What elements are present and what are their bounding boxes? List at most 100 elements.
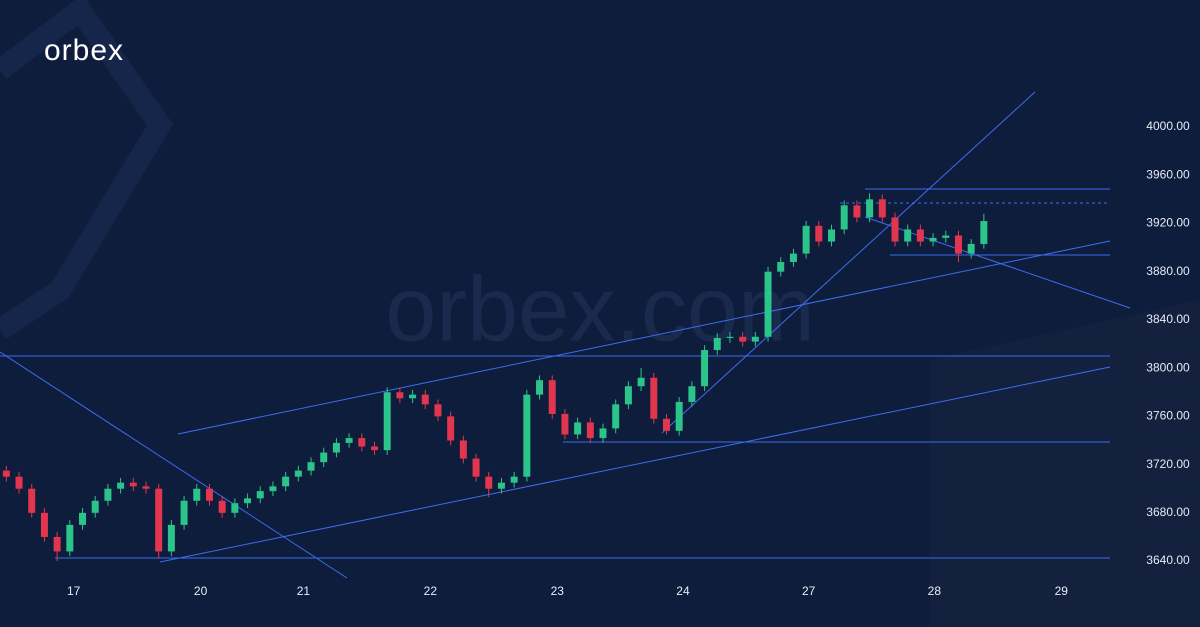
candle-body: [53, 536, 61, 552]
candle-body: [777, 262, 785, 272]
candle-body: [282, 476, 290, 487]
candle-body: [866, 199, 874, 218]
candle-body: [396, 392, 404, 399]
candle-body: [599, 428, 607, 439]
candle-body: [205, 488, 213, 501]
candle-body: [637, 377, 645, 387]
candle-body: [650, 377, 658, 419]
candle-body: [40, 512, 48, 537]
candle-body: [79, 512, 87, 525]
candle-body: [459, 440, 467, 459]
candle-body: [815, 225, 823, 242]
candle-body: [269, 486, 277, 492]
x-tick-label: 29: [1055, 584, 1069, 598]
candle-body: [447, 416, 455, 441]
candle-body: [231, 503, 239, 513]
candle-body: [409, 394, 417, 399]
x-tick-label: 20: [194, 584, 208, 598]
trendline: [661, 91, 1036, 434]
candle-body: [28, 488, 36, 513]
candle-body: [967, 243, 975, 254]
y-tick-label: 3640.00: [1146, 553, 1190, 567]
candle-body: [256, 491, 264, 499]
candle-body: [218, 500, 226, 513]
candle-body: [332, 442, 340, 453]
trendline: [177, 240, 1111, 435]
candle-body: [802, 225, 810, 254]
candle-body: [701, 350, 709, 387]
candle-body: [980, 221, 988, 244]
watermark: orbex.com: [385, 258, 815, 360]
candle-body: [294, 470, 302, 477]
x-tick-label: 21: [297, 584, 311, 598]
candle-body: [345, 438, 353, 443]
y-tick-label: 3800.00: [1146, 360, 1190, 374]
candle-body: [662, 418, 670, 431]
x-tick-label: 23: [551, 584, 565, 598]
logo: orbex: [44, 34, 124, 67]
decor: [0, 0, 174, 340]
candle-body: [91, 500, 99, 513]
candle-body: [497, 482, 505, 489]
y-tick-label: 3840.00: [1146, 312, 1190, 326]
decor: [930, 300, 1200, 627]
candle-body: [789, 253, 797, 263]
candle-body: [878, 199, 886, 218]
candle-body: [675, 401, 683, 431]
candle-body: [536, 380, 544, 395]
candle-body: [586, 422, 594, 439]
x-tick-label: 24: [676, 584, 690, 598]
x-tick-label: 28: [928, 584, 942, 598]
candle-body: [688, 386, 696, 402]
candle-body: [561, 413, 569, 435]
candle-body: [383, 392, 391, 451]
x-tick-label: 27: [802, 584, 816, 598]
y-tick-label: 3920.00: [1146, 216, 1190, 230]
y-tick-label: 4000.00: [1146, 119, 1190, 133]
candle-body: [485, 476, 493, 489]
y-tick-label: 3880.00: [1146, 264, 1190, 278]
candle-body: [764, 271, 772, 337]
candle-body: [371, 446, 378, 451]
candle-body: [472, 458, 480, 477]
candle-body: [434, 404, 442, 417]
candle-body: [726, 336, 734, 338]
trendline: [0, 351, 348, 579]
candle-body: [421, 394, 429, 405]
candle-body: [167, 524, 175, 552]
candle-body: [624, 386, 632, 405]
candle-body: [929, 237, 937, 242]
trendline: [159, 366, 1111, 563]
candle-body: [954, 235, 962, 254]
candle-body: [15, 476, 23, 489]
candle-body: [320, 452, 328, 463]
y-tick-label: 3720.00: [1146, 457, 1190, 471]
candle-body: [916, 229, 924, 242]
candle-body: [307, 462, 315, 471]
candle-body: [2, 470, 10, 477]
candle-body: [358, 438, 366, 447]
candle-body: [574, 422, 582, 435]
candle-body: [117, 482, 125, 489]
candle-body: [244, 498, 252, 504]
candle-body: [828, 229, 836, 242]
candle-body: [155, 488, 163, 552]
candle-body: [739, 336, 747, 342]
candle-body: [548, 380, 556, 414]
y-tick-label: 3960.00: [1146, 167, 1190, 181]
candle-body: [510, 476, 518, 483]
candle-body: [840, 205, 848, 230]
candle-body: [129, 482, 137, 487]
y-tick-label: 3760.00: [1146, 409, 1190, 423]
candle-body: [891, 217, 899, 242]
y-tick-label: 3680.00: [1146, 505, 1190, 519]
candle-body: [523, 394, 531, 477]
candle-body: [142, 486, 150, 489]
candle-body: [66, 524, 74, 552]
candle-body: [904, 229, 912, 242]
candle-body: [751, 336, 759, 342]
candle-body: [942, 235, 950, 238]
candle-body: [612, 404, 620, 429]
x-tick-label: 17: [67, 584, 81, 598]
